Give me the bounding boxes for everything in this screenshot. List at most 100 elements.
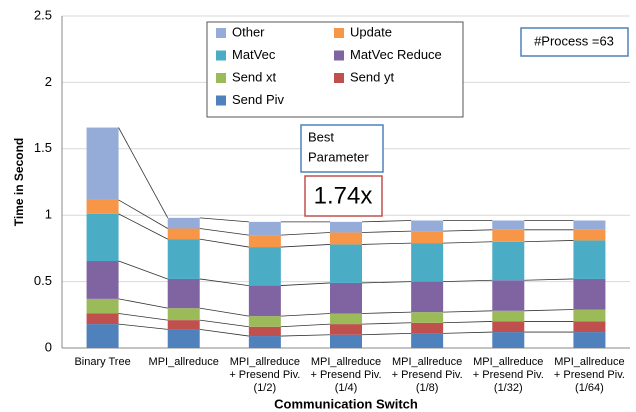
- bar-segment: [86, 213, 119, 262]
- x-tick-label: + Presend Piv.: [229, 369, 300, 381]
- bar-segment: [86, 313, 119, 325]
- connector: [280, 282, 331, 286]
- connector: [199, 238, 249, 248]
- connector: [361, 322, 412, 325]
- x-tick-label: + Presend Piv.: [554, 369, 625, 381]
- bar-segment: [573, 229, 606, 241]
- x-tick-label: MPI_allreduce: [311, 356, 381, 368]
- connector: [199, 278, 249, 286]
- x-tick-label: (1/64): [575, 382, 604, 394]
- y-tick-label: 0: [45, 339, 52, 354]
- connector: [199, 329, 249, 337]
- legend-swatch: [216, 95, 226, 106]
- bar-segment: [167, 228, 200, 240]
- bar-segment: [411, 220, 444, 232]
- bar-segment: [492, 280, 525, 311]
- connector: [118, 298, 168, 309]
- connector: [361, 230, 412, 233]
- bar-segment: [167, 239, 200, 279]
- connector: [118, 313, 168, 321]
- connector: [118, 199, 168, 229]
- connector: [361, 242, 412, 245]
- connector: [443, 321, 493, 324]
- connector: [524, 240, 574, 243]
- speedup-box: [304, 175, 383, 217]
- bar-segment: [573, 220, 606, 230]
- legend-swatch: [334, 50, 344, 61]
- bar-segment: [330, 324, 362, 335]
- connector: [280, 313, 331, 317]
- bar-segment: [492, 241, 525, 281]
- bar-segment: [167, 329, 200, 348]
- bar-segment: [492, 220, 525, 230]
- bar-segment: [167, 320, 200, 330]
- bar-segment: [86, 127, 119, 200]
- x-tick-label: + Presend Piv.: [310, 369, 381, 381]
- x-axis-title: Communication Switch: [274, 396, 418, 411]
- connector: [199, 307, 249, 317]
- bar-segment: [492, 310, 525, 322]
- best-label: Parameter: [308, 149, 369, 164]
- connector: [524, 278, 574, 281]
- connector: [443, 310, 493, 313]
- connector: [280, 232, 331, 236]
- connector: [118, 323, 168, 330]
- connector: [118, 260, 168, 280]
- bar-segment: [492, 229, 525, 242]
- x-tick-label: (1/32): [494, 382, 523, 394]
- connector: [443, 331, 493, 334]
- process-label: #Process =63: [534, 33, 614, 48]
- bar-segment: [411, 322, 444, 334]
- bar-segment: [330, 334, 362, 348]
- legend-swatch: [334, 28, 344, 38]
- connector: [118, 213, 168, 240]
- x-tick-label: (1/8): [416, 382, 439, 394]
- legend-swatch: [216, 28, 226, 38]
- y-axis-title: Time in Second: [12, 138, 26, 226]
- bar-segment: [86, 298, 119, 314]
- speedup-label: 1.74x: [314, 182, 373, 209]
- bar-segment: [86, 261, 119, 299]
- connector: [524, 309, 574, 312]
- legend-swatch: [334, 73, 344, 83]
- bar-segment: [167, 308, 200, 321]
- x-tick-label: MPI_allreduce: [554, 356, 624, 368]
- bar-segment: [330, 244, 362, 283]
- x-tick-label: + Presend Piv.: [473, 369, 544, 381]
- connector: [199, 319, 249, 328]
- bar-segment: [573, 321, 606, 333]
- connector: [443, 279, 493, 282]
- connector: [361, 311, 412, 314]
- legend-swatch: [216, 73, 226, 83]
- connector: [280, 244, 331, 248]
- bar-segment: [411, 281, 444, 313]
- bar-segment: [86, 324, 119, 348]
- y-tick-label: 0.5: [34, 273, 52, 288]
- x-tick-label: MPI_allreduce: [392, 356, 462, 368]
- bar-segment: [411, 243, 444, 282]
- bar-segment: [573, 309, 606, 322]
- legend-label: Send yt: [350, 69, 394, 84]
- legend-label: Other: [232, 24, 265, 39]
- bar-segment: [248, 221, 281, 236]
- bar-segment: [573, 278, 606, 310]
- x-tick-label: MPI_allreduce: [149, 356, 219, 368]
- bar-segment: [573, 332, 606, 348]
- x-tick-label: MPI_allreduce: [473, 356, 543, 368]
- legend-label: MatVec Reduce: [350, 47, 442, 62]
- best-box: [300, 124, 384, 173]
- bar-segment: [573, 240, 606, 279]
- bar-segment: [248, 316, 281, 327]
- bar-segment: [411, 231, 444, 244]
- y-tick-label: 1.5: [34, 140, 52, 155]
- bar-segment: [411, 312, 444, 323]
- x-tick-label: MPI_allreduce: [230, 356, 300, 368]
- connector: [361, 281, 412, 284]
- x-tick-label: (1/2): [254, 382, 277, 394]
- legend-label: Update: [350, 24, 392, 39]
- bar-segment: [492, 321, 525, 333]
- bar-segment: [330, 221, 362, 233]
- bar-segment: [248, 336, 281, 348]
- bar-segment: [248, 285, 281, 317]
- connector: [443, 241, 493, 244]
